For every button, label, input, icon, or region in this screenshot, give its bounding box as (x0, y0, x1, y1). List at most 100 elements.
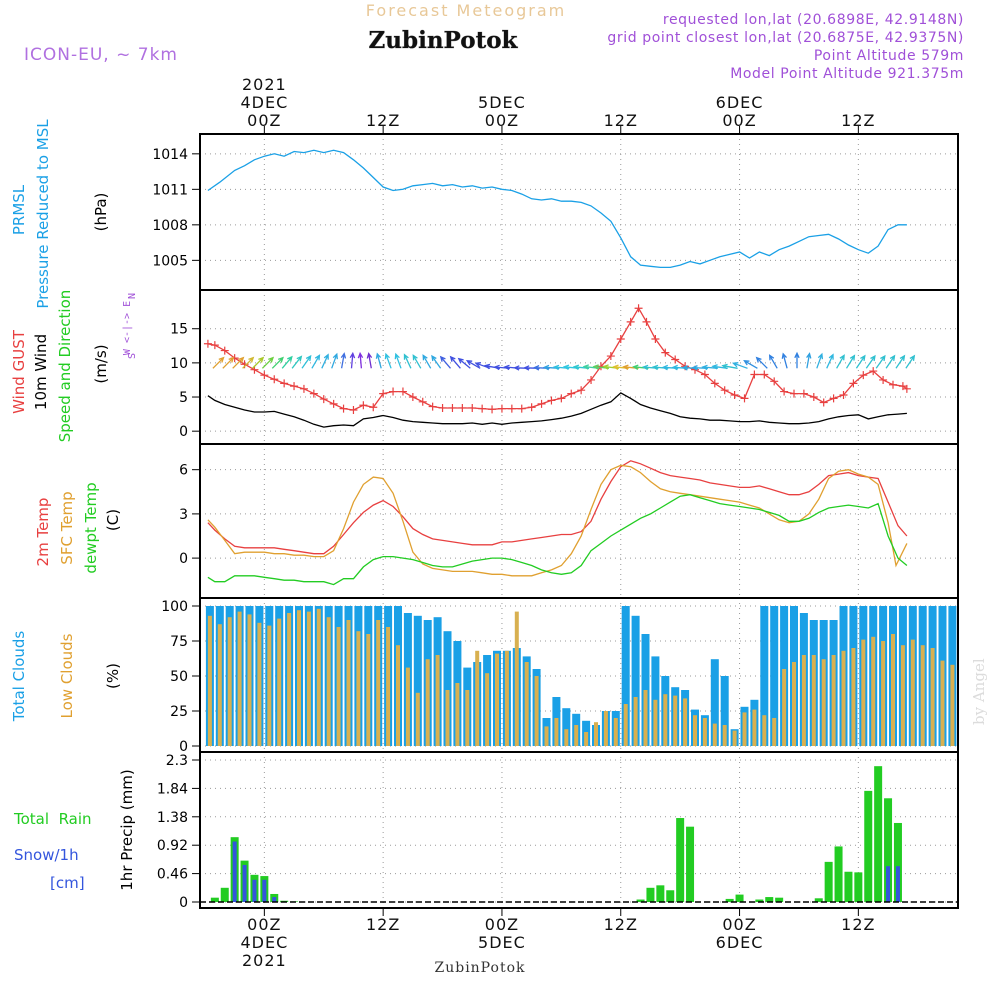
low-cloud-bar (861, 639, 866, 746)
low-cloud-bar (930, 648, 935, 746)
wind-arrow (806, 352, 812, 369)
total-cloud-bar (720, 676, 729, 746)
low-cloud-bar (643, 690, 648, 746)
gust-marker (408, 393, 417, 402)
gust-marker (517, 404, 526, 413)
gust-marker (329, 399, 338, 408)
y-tick-label: 0 (179, 551, 188, 567)
gust-marker (799, 389, 808, 398)
x-label-bottom: 5DEC (478, 933, 526, 952)
y-tick-label: 0 (179, 739, 188, 755)
gust-marker (577, 386, 586, 395)
low-cloud-bar (574, 725, 579, 746)
wind-arrow (403, 353, 412, 369)
low-cloud-bar (772, 718, 777, 746)
low-cloud-bar (287, 613, 292, 746)
dewpt-label: dewpt Temp (82, 482, 100, 573)
low-cloud-bar (366, 634, 371, 746)
low-cloud-bar (920, 645, 925, 746)
temp2m-label: 2m Temp (34, 498, 52, 567)
snow-label: Snow/1h (14, 846, 79, 864)
gust-marker (750, 370, 759, 379)
sfc-temp-label: SFC Temp (58, 491, 76, 564)
gust-marker (339, 404, 348, 413)
y-tick-label: 25 (170, 704, 188, 720)
x-label-bottom: 4DEC (240, 933, 288, 952)
gust-marker (642, 317, 651, 326)
gust-marker (557, 394, 566, 403)
rain-bar (636, 899, 645, 902)
gust-marker (309, 389, 318, 398)
low-cloud-bar (940, 660, 945, 746)
x-label-bottom: 00Z (722, 915, 756, 934)
gust-marker (730, 390, 739, 399)
wind-arrow (816, 352, 824, 369)
total-cloud-bar (631, 615, 640, 746)
snow-bar (895, 866, 900, 902)
low-cloud-bar (742, 712, 747, 746)
low-cloud-bar (514, 611, 519, 746)
wind-arrow (768, 354, 778, 369)
wind-labels: Wind GUST 10m Wind Speed and Direction (… (10, 290, 110, 443)
low-cloud-bar (495, 653, 499, 746)
low-cloud-bar (475, 650, 480, 746)
closest-coords: grid point closest lon,lat (20.6875E, 42… (607, 30, 964, 46)
gust-marker (634, 304, 643, 313)
low-cloud-bar (633, 697, 638, 746)
low-cloud-bar (247, 614, 252, 746)
wind-arrow (366, 352, 373, 369)
panel-precip: 0 0.46 0.92 1.38 1.84 2.3 (157, 752, 958, 911)
gust-marker (379, 389, 388, 398)
wind-arrow (291, 355, 303, 369)
point-altitude: Point Altitude 579m (814, 48, 964, 64)
low-cloud-bar (673, 695, 678, 746)
series-line-2m-temp (207, 460, 908, 555)
rain-bar (666, 890, 675, 902)
wind-arrow (375, 352, 382, 369)
model-altitude: Model Point Altitude 921.375m (730, 66, 964, 82)
compass-text: W <-|-> E (122, 301, 133, 355)
low-cloud-bar (900, 645, 905, 746)
rain-bar (893, 822, 902, 902)
rain-bar (765, 897, 774, 902)
gust-marker (290, 382, 299, 391)
y-tick-label: 1.38 (157, 810, 188, 826)
low-cloud-bar (722, 725, 727, 746)
y-tick-label: 1005 (152, 253, 188, 269)
temp-labels: 2m Temp SFC Temp dewpt Temp (C) (34, 482, 122, 573)
wind-arrow (875, 354, 886, 369)
gust-marker (720, 386, 729, 395)
wind-arrow (895, 354, 906, 369)
low-cloud-bar (881, 641, 886, 746)
gust-marker (458, 403, 467, 412)
wind-unit-label: (m/s) (92, 344, 110, 383)
gust-marker (760, 370, 769, 379)
gust-marker (780, 387, 789, 396)
low-cloud-bar (396, 645, 400, 746)
series-line-prmsl (207, 149, 907, 269)
gust-marker (299, 384, 308, 393)
compass-text: S (127, 353, 138, 359)
wind-direction-label: Speed and Direction (56, 290, 74, 443)
low-cloud-bar (801, 655, 806, 746)
wind-arrow (394, 352, 402, 369)
low-cloud-bar (782, 669, 787, 746)
low-cloud-bar (465, 690, 470, 746)
footer-location: ZubinPotok (434, 960, 525, 976)
y-tick-label: 0 (179, 895, 188, 911)
total-cloud-bar (770, 606, 779, 746)
gust-label: Wind GUST (10, 329, 28, 414)
rain-bar (735, 894, 744, 902)
x-label-bottom: 6DEC (716, 933, 764, 952)
x-label-bottom: 12Z (604, 915, 638, 934)
gust-marker (319, 395, 328, 404)
gust-marker (626, 317, 635, 326)
gust-marker (671, 355, 680, 364)
gust-marker (902, 384, 911, 393)
clouds-unit-label: (%) (104, 663, 122, 689)
wind-arrow (743, 360, 758, 369)
panel-frame (199, 751, 959, 909)
gust-marker (428, 402, 437, 411)
low-cloud-bar (683, 698, 688, 746)
wind-arrow (845, 354, 856, 369)
